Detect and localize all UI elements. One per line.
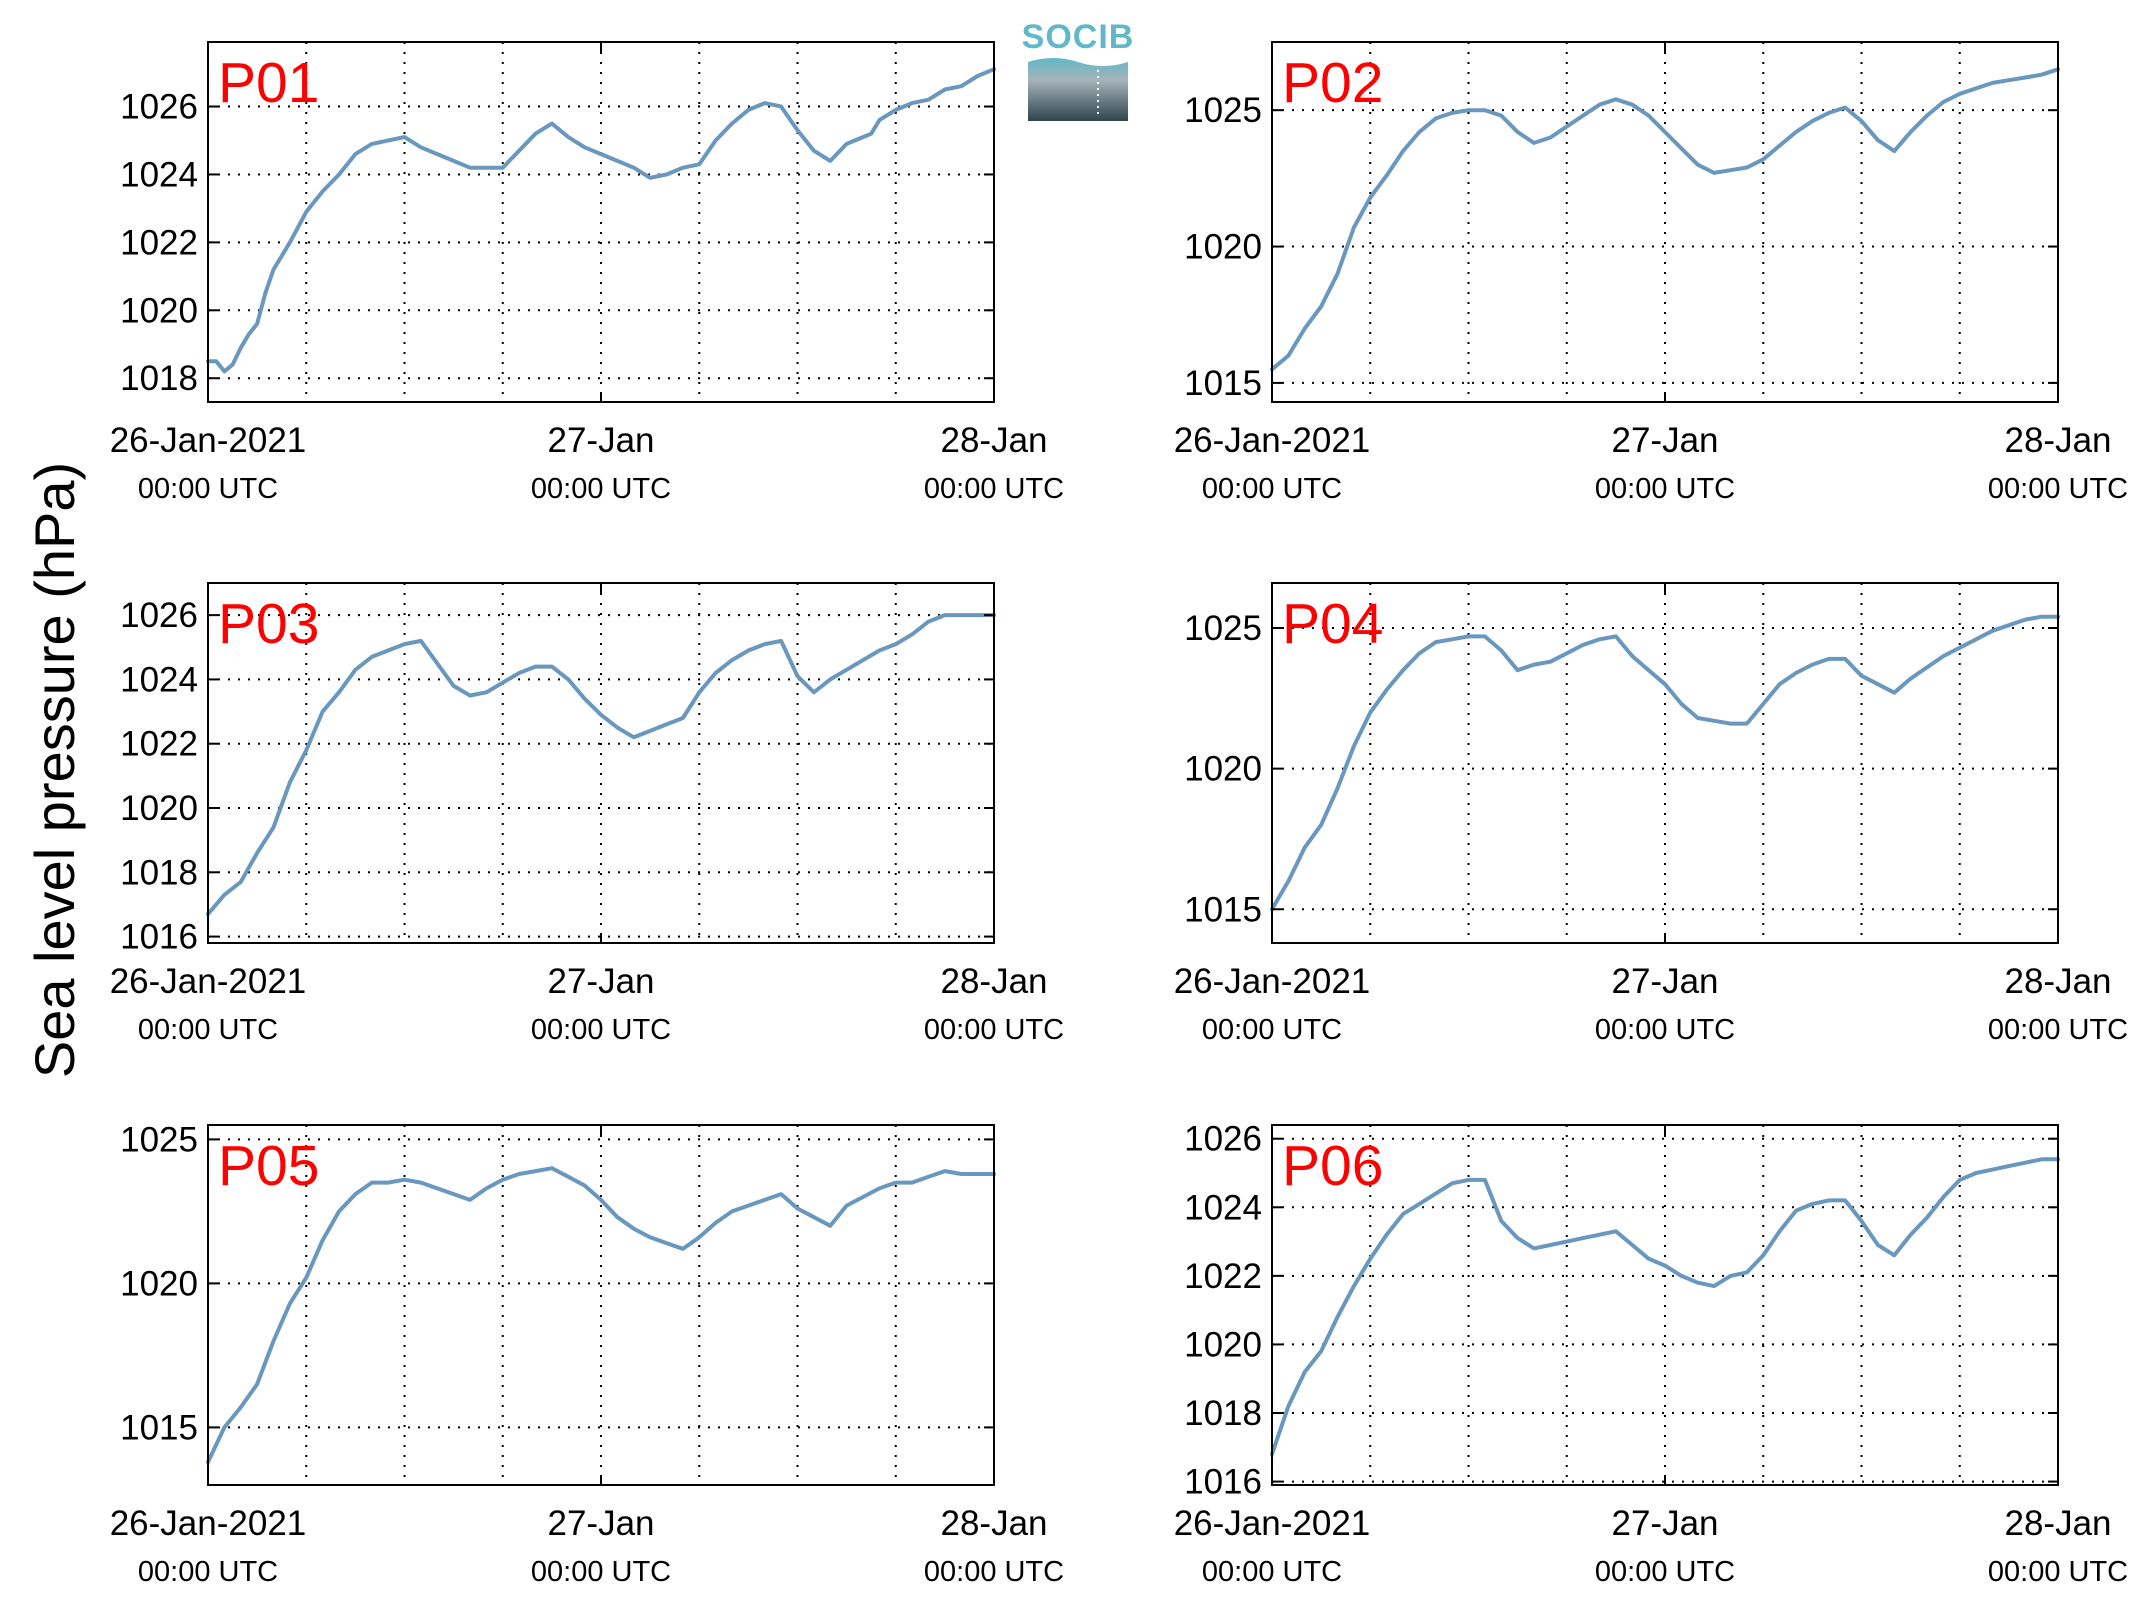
y-tick-label: 1024	[1184, 1188, 1262, 1227]
x-tick-sublabel: 00:00 UTC	[924, 1014, 1064, 1046]
y-tick-label: 1022	[120, 223, 198, 262]
y-tick-label: 1020	[1184, 750, 1262, 789]
x-tick-label: 27-Jan	[1611, 421, 1718, 460]
x-tick-label: 26-Jan-2021	[1174, 1504, 1371, 1543]
panel-title-p01: P01	[218, 51, 319, 115]
x-tick-sublabel: 00:00 UTC	[1202, 1556, 1342, 1588]
x-tick-label: 28-Jan	[2004, 421, 2111, 460]
chart-panel-p06: 1016 1018 1020 1022 1024 1026 26-Jan-2021 00:00…	[1174, 1120, 2128, 1588]
y-tick-label: 1015	[120, 1408, 198, 1447]
logo-wave-icon	[1028, 58, 1128, 121]
x-tick-label: 27-Jan	[547, 421, 654, 460]
y-tick-label: 1025	[1184, 609, 1262, 648]
x-tick-sublabel: 00:00 UTC	[1595, 1556, 1735, 1588]
chart-panel-p02: 1015 1020 1025 26-Jan-2021 00:00 UTC 27-Jan 00…	[1174, 41, 2128, 505]
x-tick-sublabel: 00:00 UTC	[924, 1556, 1064, 1588]
x-tick-label: 27-Jan	[1611, 962, 1718, 1001]
y-tick-label: 1020	[120, 1264, 198, 1303]
x-tick-label: 26-Jan-2021	[1174, 421, 1371, 460]
panel-title-p02: P02	[1282, 51, 1383, 115]
x-tick-sublabel: 00:00 UTC	[138, 473, 278, 505]
x-tick-sublabel: 00:00 UTC	[1988, 1014, 2128, 1046]
socib-logo: SOCIB	[1022, 18, 1135, 121]
x-tick-sublabel: 00:00 UTC	[531, 1014, 671, 1046]
series-line-p06	[1270, 1157, 2060, 1457]
x-tick-sublabel: 00:00 UTC	[1988, 473, 2128, 505]
series-line-p02	[1270, 67, 2060, 372]
x-tick-label: 27-Jan	[547, 1504, 654, 1543]
x-tick-label: 26-Jan-2021	[110, 962, 307, 1001]
series-line-p03	[206, 613, 996, 917]
x-tick-label: 27-Jan	[1611, 1504, 1718, 1543]
y-tick-label: 1015	[1184, 890, 1262, 929]
x-tick-sublabel: 00:00 UTC	[531, 473, 671, 505]
y-tick-label: 1018	[120, 359, 198, 398]
y-tick-label: 1020	[120, 291, 198, 330]
x-tick-label: 27-Jan	[547, 962, 654, 1001]
chart-panels: 1018 1020 1022 1024 1026 26-Jan-2021 00:00 UTC…	[110, 41, 2128, 1588]
x-tick-label: 28-Jan	[940, 962, 1047, 1001]
y-tick-label: 1025	[1184, 91, 1262, 130]
y-tick-label: 1022	[1184, 1257, 1262, 1296]
panel-title-p03: P03	[218, 592, 319, 656]
y-tick-label: 1020	[1184, 228, 1262, 267]
x-tick-label: 28-Jan	[940, 1504, 1047, 1543]
y-axis-label: Sea level pressure (hPa)	[23, 462, 86, 1078]
chart-panel-p03: 1016 1018 1020 1022 1024 1026 26-Jan-2021 00:00…	[110, 582, 1064, 1046]
y-tick-label: 1016	[1184, 1463, 1262, 1502]
x-tick-label: 26-Jan-2021	[110, 1504, 307, 1543]
x-tick-label: 28-Jan	[940, 421, 1047, 460]
x-tick-sublabel: 00:00 UTC	[1988, 1556, 2128, 1588]
x-tick-sublabel: 00:00 UTC	[138, 1556, 278, 1588]
chart-panel-p04: 1015 1020 1025 26-Jan-2021 00:00 UTC 27-Jan 00…	[1174, 582, 2128, 1046]
x-tick-sublabel: 00:00 UTC	[924, 473, 1064, 505]
x-tick-sublabel: 00:00 UTC	[531, 1556, 671, 1588]
y-tick-label: 1025	[120, 1120, 198, 1159]
x-tick-label: 28-Jan	[2004, 962, 2111, 1001]
panel-title-p06: P06	[1282, 1134, 1383, 1198]
series-line-p04	[1270, 614, 2060, 912]
y-tick-label: 1015	[1184, 364, 1262, 403]
x-tick-sublabel: 00:00 UTC	[1202, 473, 1342, 505]
x-tick-sublabel: 00:00 UTC	[1202, 1014, 1342, 1046]
x-tick-label: 26-Jan-2021	[1174, 962, 1371, 1001]
y-tick-label: 1026	[120, 596, 198, 635]
y-tick-label: 1020	[1184, 1325, 1262, 1364]
panel-title-p05: P05	[218, 1134, 319, 1198]
y-tick-label: 1024	[120, 660, 198, 699]
x-tick-sublabel: 00:00 UTC	[138, 1014, 278, 1046]
x-tick-sublabel: 00:00 UTC	[1595, 1014, 1735, 1046]
y-tick-label: 1026	[120, 88, 198, 127]
x-tick-sublabel: 00:00 UTC	[1595, 473, 1735, 505]
x-tick-label: 26-Jan-2021	[110, 421, 307, 460]
y-tick-label: 1020	[120, 789, 198, 828]
logo-text: SOCIB	[1022, 18, 1135, 56]
y-tick-label: 1016	[120, 918, 198, 957]
x-tick-label: 28-Jan	[2004, 1504, 2111, 1543]
chart-panel-p05: 1015 1020 1025 26-Jan-2021 00:00 UTC 27-Jan 00…	[110, 1120, 1064, 1588]
series-line-p01	[206, 67, 996, 374]
series-line-p05	[206, 1166, 996, 1464]
y-tick-label: 1026	[1184, 1120, 1262, 1159]
y-tick-label: 1024	[120, 155, 198, 194]
panel-title-p04: P04	[1282, 592, 1383, 656]
y-tick-label: 1018	[1184, 1394, 1262, 1433]
y-tick-label: 1022	[120, 725, 198, 764]
y-tick-label: 1018	[120, 853, 198, 892]
chart-panel-p01: 1018 1020 1022 1024 1026 26-Jan-2021 00:00 UTC…	[110, 41, 1064, 505]
